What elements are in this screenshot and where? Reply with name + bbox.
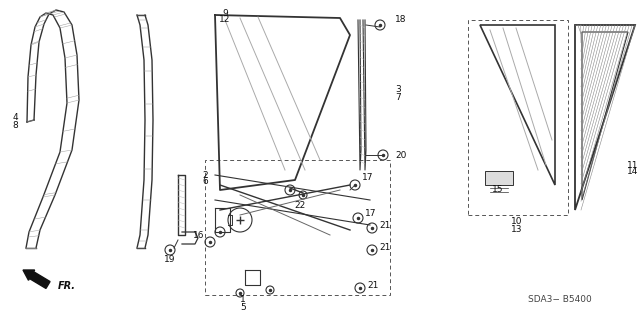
Text: 6: 6 xyxy=(202,177,208,187)
Text: 1: 1 xyxy=(240,295,246,305)
Bar xyxy=(485,171,513,185)
Text: 19: 19 xyxy=(164,256,176,264)
Bar xyxy=(468,20,568,215)
Text: 13: 13 xyxy=(511,225,523,234)
Text: 17: 17 xyxy=(365,209,376,218)
Bar xyxy=(205,160,390,295)
Text: 5: 5 xyxy=(240,302,246,311)
Text: 8: 8 xyxy=(12,122,18,130)
Text: FR.: FR. xyxy=(58,281,76,291)
Text: 21: 21 xyxy=(379,243,390,253)
Text: 18: 18 xyxy=(395,16,406,25)
Text: 4: 4 xyxy=(12,114,18,122)
Text: 10: 10 xyxy=(511,218,523,226)
Text: SDA3− B5400: SDA3− B5400 xyxy=(528,295,592,304)
Text: 12: 12 xyxy=(220,16,230,25)
FancyArrow shape xyxy=(23,270,50,288)
Text: 22: 22 xyxy=(294,201,306,210)
Text: 9: 9 xyxy=(222,9,228,18)
Text: 7: 7 xyxy=(395,93,401,101)
Text: 3: 3 xyxy=(395,85,401,94)
Text: 11: 11 xyxy=(627,160,638,169)
Text: 20: 20 xyxy=(395,151,406,160)
Text: 14: 14 xyxy=(627,167,638,176)
Text: 17: 17 xyxy=(362,174,374,182)
Text: 16: 16 xyxy=(193,231,204,240)
Text: 2: 2 xyxy=(202,170,207,180)
Text: 21: 21 xyxy=(379,220,390,229)
Text: 15: 15 xyxy=(492,186,504,195)
Text: 21: 21 xyxy=(367,280,378,290)
